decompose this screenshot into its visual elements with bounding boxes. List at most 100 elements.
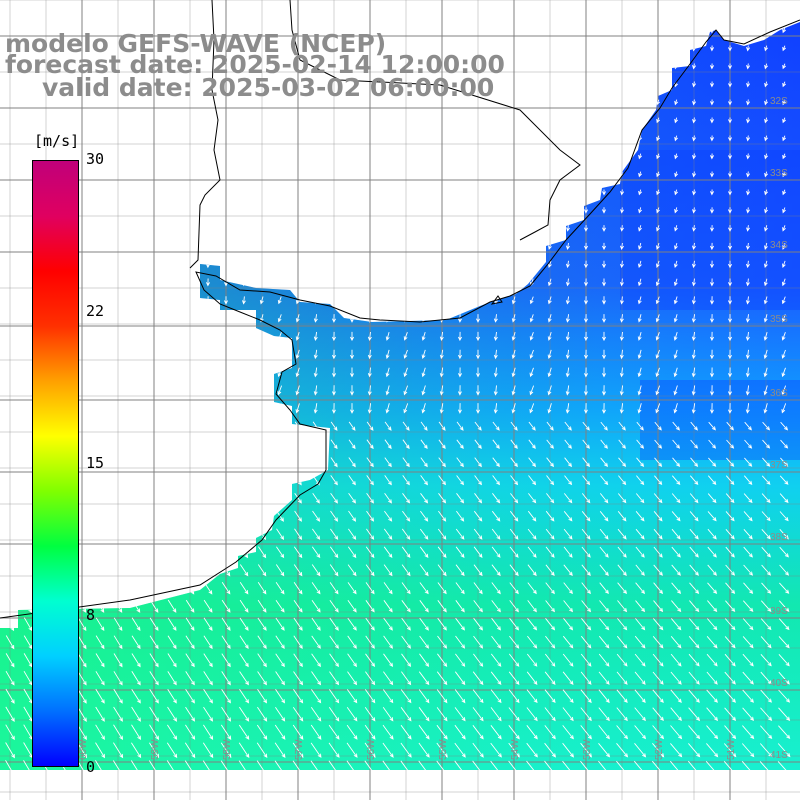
wind-arrow: [311, 689, 322, 704]
wind-arrow: [454, 689, 466, 704]
wind-arrow: [274, 742, 286, 759]
wind-arrow: [782, 63, 786, 70]
forecast-date: forecast date: 2025-02-14 12:00:00: [5, 50, 505, 79]
wind-arrow: [617, 582, 628, 595]
wind-arrow: [131, 653, 141, 668]
wind-arrow: [616, 743, 629, 758]
wind-arrow: [346, 760, 358, 770]
wind-arrow: [759, 761, 773, 770]
wind-arrow: [437, 528, 447, 540]
wind-arrow: [725, 475, 735, 486]
wind-arrow: [204, 457, 212, 468]
wind-arrow: [508, 760, 520, 770]
wind-arrow: [763, 314, 768, 323]
wind-arrow: [566, 63, 571, 70]
wind-arrow: [98, 135, 102, 142]
wind-arrow: [672, 457, 681, 467]
wind-arrow: [562, 689, 574, 704]
wind-arrow: [544, 671, 556, 685]
wind-arrow: [727, 207, 732, 214]
wind-arrow: [385, 331, 390, 341]
wind-arrow: [511, 296, 516, 305]
wind-arrow: [367, 331, 372, 341]
wind-arrow: [239, 617, 249, 631]
wind-arrow: [746, 99, 751, 106]
wind-arrow: [709, 367, 714, 378]
wind-arrow: [781, 349, 786, 359]
wind-arrow: [385, 367, 390, 378]
wind-arrow: [724, 653, 736, 667]
wind-arrow: [725, 493, 735, 504]
wind-arrow: [385, 385, 390, 396]
wind-arrow: [239, 599, 249, 613]
wind-arrow: [423, 10, 426, 15]
latitude-label: 35S: [770, 314, 788, 325]
colorbar-tick-22: 22: [86, 302, 105, 320]
wind-arrow: [619, 385, 624, 396]
wind-arrow: [742, 636, 754, 649]
wind-arrow: [292, 724, 304, 740]
wind-arrow: [778, 618, 790, 631]
wind-arrow: [601, 207, 606, 214]
wind-arrow: [386, 189, 391, 196]
wind-arrow: [277, 385, 283, 396]
wind-arrow: [349, 385, 354, 396]
wind-arrow: [778, 689, 791, 703]
wind-arrow: [329, 546, 339, 559]
wind-arrow: [184, 742, 196, 759]
wind-arrow: [638, 81, 643, 88]
wind-arrow: [635, 618, 646, 631]
wind-arrow: [313, 278, 318, 287]
wind-arrow: [96, 581, 105, 595]
wind-arrow: [170, 135, 175, 142]
wind-arrow: [691, 314, 696, 323]
wind-arrow: [655, 349, 660, 359]
wind-arrow: [349, 367, 354, 378]
wind-arrow: [347, 671, 358, 686]
wind-arrow: [727, 242, 732, 251]
wind-arrow: [633, 760, 647, 770]
wind-arrow: [526, 725, 538, 740]
wind-arrow: [239, 671, 249, 686]
wind-arrow: [457, 225, 462, 232]
wind-arrow: [367, 385, 372, 396]
wind-arrow: [490, 725, 502, 740]
wind-arrow: [238, 724, 250, 740]
wind-arrow: [314, 117, 319, 124]
wind-arrow: [472, 760, 485, 770]
wind-arrow: [205, 117, 210, 124]
wind-arrow: [761, 493, 771, 504]
wind-arrow: [653, 600, 664, 613]
wind-arrow: [97, 331, 102, 342]
wind-arrow: [474, 475, 482, 486]
wind-arrow: [490, 689, 502, 704]
wind-arrow: [727, 225, 732, 232]
wind-arrow: [634, 635, 646, 649]
wind-arrow: [602, 81, 606, 88]
wind-arrow: [691, 242, 696, 250]
wind-arrow: [599, 564, 609, 576]
wind-arrow: [634, 653, 646, 667]
wind-arrow: [475, 403, 480, 414]
wind-arrow: [671, 600, 682, 613]
model-title: modelo GEFS-WAVE (NCEP): [5, 29, 387, 58]
wind-arrow: [350, 189, 354, 196]
wind-arrow: [422, 189, 427, 196]
wind-arrow: [490, 707, 502, 722]
latitude-labels: 32S 33S 34S 35S 36S 37S 38S 39S 40S 41S: [770, 96, 788, 761]
wind-arrow: [257, 653, 267, 668]
wind-arrow: [728, 81, 732, 88]
wind-arrow: [455, 528, 465, 540]
wind-arrow: [293, 546, 303, 559]
wind-arrow: [25, 278, 30, 287]
wind-arrow: [674, 117, 679, 124]
wind-arrow: [528, 493, 537, 504]
wind-arrow: [580, 742, 593, 758]
wind-arrow: [706, 743, 719, 758]
wind-arrow: [724, 707, 737, 721]
wind-arrow: [526, 707, 538, 722]
wind-arrow: [382, 707, 394, 722]
wind-arrow: [673, 296, 678, 305]
wind-arrow: [257, 599, 267, 613]
wind-arrow: [527, 564, 537, 577]
